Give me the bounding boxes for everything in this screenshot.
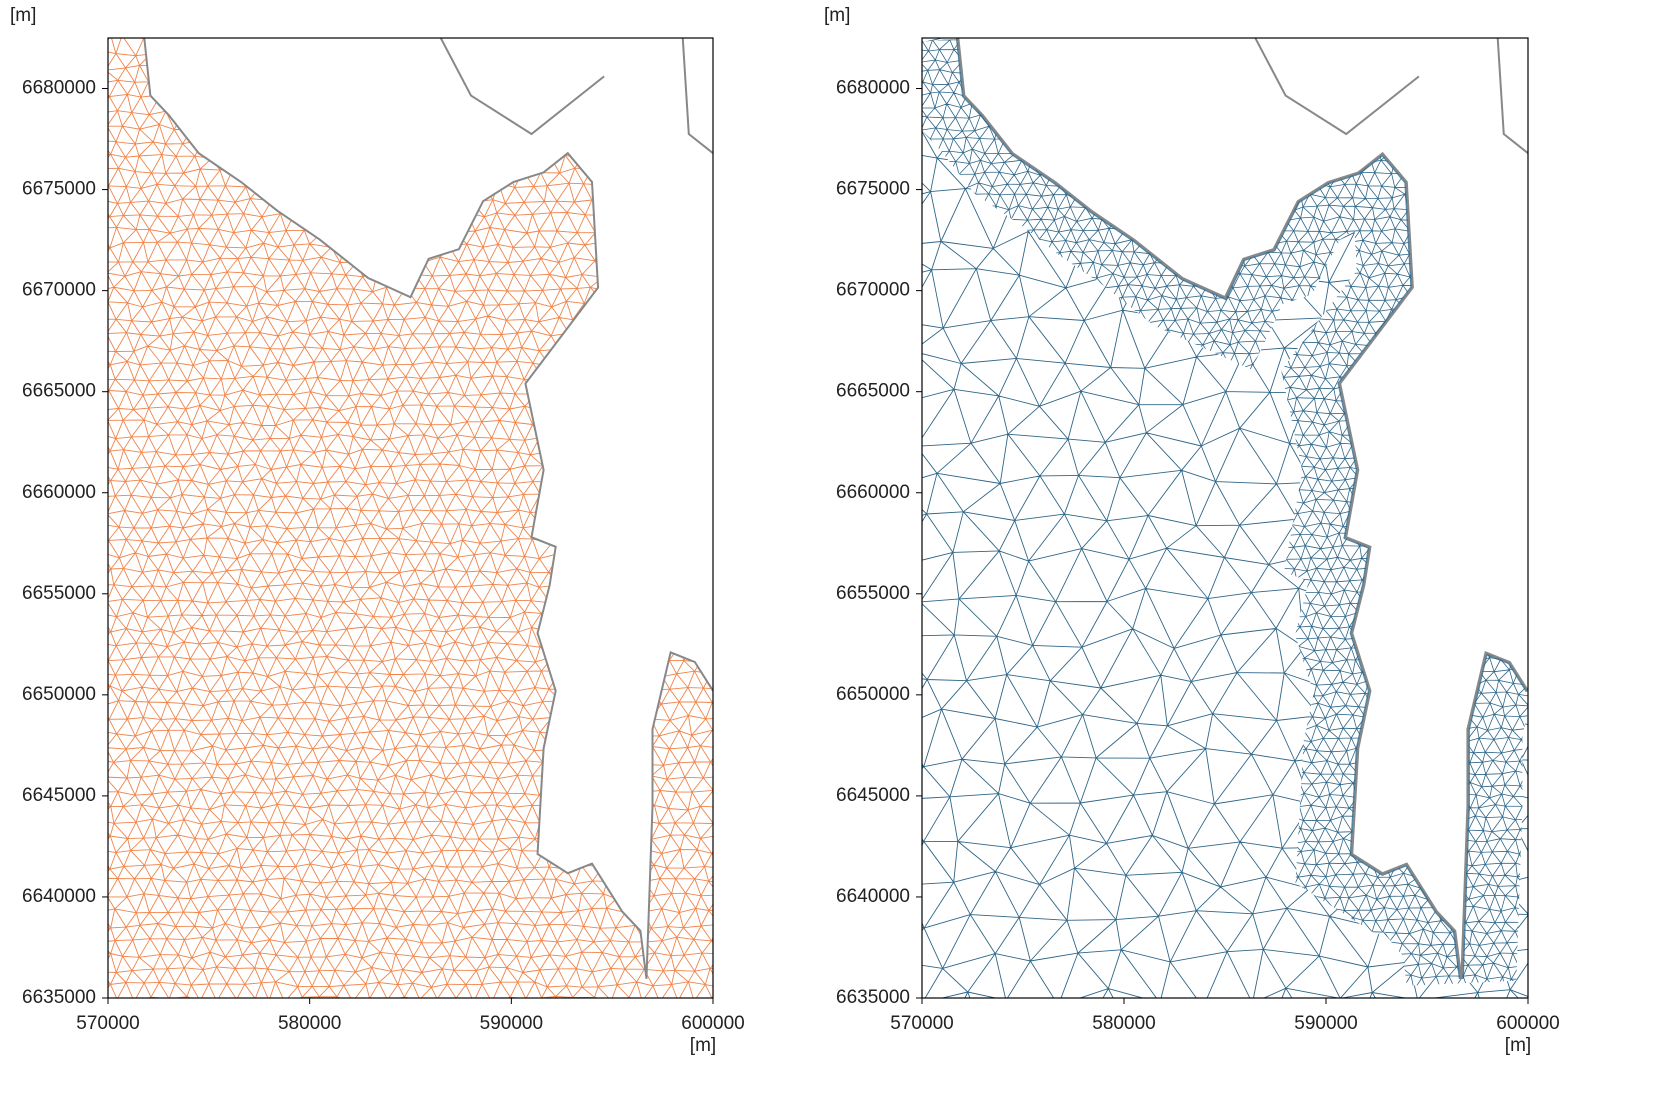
coastline — [144, 38, 713, 979]
y-tick-label: 6650000 — [836, 684, 910, 705]
map-panel: 6635000 6640000 6645000 6650000 6655000 66600… — [824, 5, 1645, 1056]
coastline — [144, 38, 713, 979]
y-tick-label: 6655000 — [22, 583, 96, 604]
y-tick-label: 6635000 — [22, 987, 96, 1008]
y-tick-label: 6650000 — [22, 684, 96, 705]
coastline — [441, 38, 713, 153]
y-tick-label: 6680000 — [22, 78, 96, 99]
coastline — [1255, 38, 1528, 153]
fine-mesh — [906, 36, 1555, 1013]
y-tick-label: 6665000 — [836, 381, 910, 402]
figure: 6635000 6640000 6645000 6650000 6655000 66600… — [0, 0, 1656, 1117]
x-tick-label: 590000 — [480, 1013, 543, 1034]
y-tick-label: 6665000 — [22, 381, 96, 402]
y-tick-label: 6645000 — [836, 785, 910, 806]
x-tick-label: 600000 — [681, 1013, 744, 1034]
y-tick-label: 6675000 — [22, 179, 96, 200]
x-axis-label: [m] — [1505, 1035, 1531, 1056]
y-tick-label: 6660000 — [22, 482, 96, 503]
x-tick-label: 580000 — [1092, 1013, 1155, 1034]
y-tick-label: 6640000 — [22, 886, 96, 907]
y-tick-label: 6680000 — [836, 78, 910, 99]
x-tick-label: 580000 — [278, 1013, 341, 1034]
y-axis-label: [m] — [824, 5, 850, 26]
y-tick-label: 6675000 — [836, 179, 910, 200]
y-axis-label: [m] — [10, 5, 36, 26]
y-tick-label: 6660000 — [836, 482, 910, 503]
y-tick-label: 6670000 — [22, 280, 96, 301]
mesh — [88, 35, 748, 1017]
x-tick-label: 590000 — [1294, 1013, 1357, 1034]
y-tick-label: 6655000 — [836, 583, 910, 604]
x-tick-label: 570000 — [890, 1013, 953, 1034]
x-axis-label: [m] — [690, 1035, 716, 1056]
y-tick-label: 6640000 — [836, 886, 910, 907]
mesh-edges — [88, 35, 748, 1017]
x-tick-label: 570000 — [76, 1013, 139, 1034]
plot-frame — [108, 38, 713, 998]
y-tick-label: 6645000 — [22, 785, 96, 806]
map-panel: 6635000 6640000 6645000 6650000 6655000 66600… — [10, 5, 748, 1056]
x-tick-label: 600000 — [1496, 1013, 1559, 1034]
y-tick-label: 6635000 — [836, 987, 910, 1008]
y-tick-label: 6670000 — [836, 280, 910, 301]
